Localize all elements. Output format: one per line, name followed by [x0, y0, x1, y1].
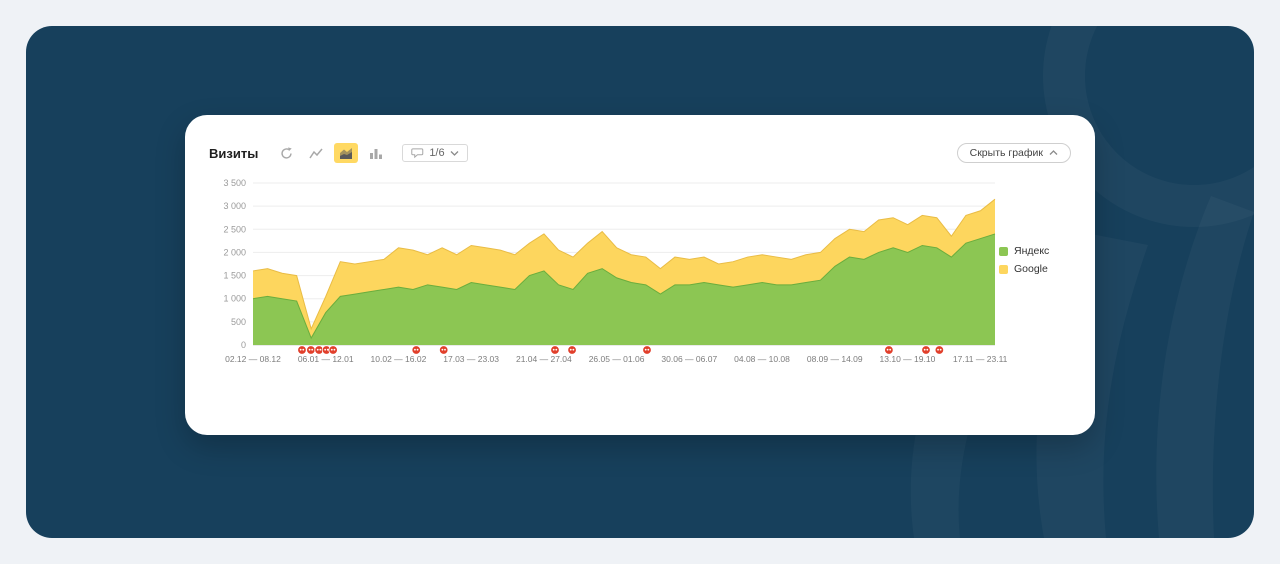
y-tick-label: 2 000: [223, 247, 246, 257]
column-chart-type-button[interactable]: [364, 143, 388, 163]
chart-legend: Яндекс Google: [999, 173, 1071, 381]
comments-count: 1/6: [429, 147, 445, 159]
comment-marker[interactable]: [884, 345, 894, 355]
column-chart-icon: [370, 148, 383, 159]
x-tick-label: 06.01 — 12.01: [298, 354, 354, 364]
y-tick-label: 3 000: [223, 201, 246, 211]
comment-marker[interactable]: [934, 345, 945, 355]
x-tick-label: 26.05 — 01.06: [589, 354, 645, 364]
presentation-panel: Визиты: [26, 26, 1254, 538]
x-tick-label: 04.08 — 10.08: [734, 354, 790, 364]
x-tick-label: 30.06 — 06.07: [661, 354, 717, 364]
x-tick-label: 21.04 — 27.04: [516, 354, 572, 364]
google-series-line: [252, 198, 996, 331]
x-tick-label: 08.09 — 14.09: [807, 354, 863, 364]
comment-marker[interactable]: [306, 345, 316, 355]
comment-marker[interactable]: [328, 345, 338, 355]
refresh-icon: [281, 146, 292, 159]
y-tick-label: 500: [231, 317, 246, 327]
hide-chart-button[interactable]: Скрыть график: [956, 143, 1071, 163]
line-chart-type-button[interactable]: [304, 143, 328, 163]
legend-swatch: [999, 246, 1008, 256]
widget-title: Визиты: [209, 145, 259, 161]
comment-marker[interactable]: [411, 345, 421, 355]
comment-marker[interactable]: [642, 345, 652, 355]
comment-marker[interactable]: [297, 345, 307, 355]
y-tick-label: 3 500: [223, 178, 246, 188]
comment-marker[interactable]: [438, 345, 449, 355]
visits-widget-card: Визиты: [185, 115, 1095, 435]
yandex-area-series: [253, 233, 995, 345]
y-tick-label: 1 500: [223, 271, 246, 281]
legend-label: Яндекс: [1014, 245, 1050, 257]
y-tick-label: 0: [241, 340, 246, 350]
legend-swatch: [999, 264, 1008, 274]
visits-chart: 0 500 1 000 1 500 2 000 2 500 3 000 3 500 02.12 …: [223, 178, 1007, 364]
chevron-down-icon: [450, 151, 459, 156]
x-tick-label: 13.10 — 19.10: [880, 354, 936, 364]
x-tick-label: 17.03 — 23.03: [443, 354, 499, 364]
legend-label: Google: [1014, 263, 1048, 275]
comment-marker[interactable]: [921, 345, 931, 355]
legend-item-yandex[interactable]: Яндекс: [999, 245, 1071, 257]
comment-marker[interactable]: [550, 345, 560, 355]
refresh-button[interactable]: [274, 143, 298, 163]
comment-bubble-icon: [411, 148, 424, 159]
stacked-area-chart-type-button[interactable]: [334, 143, 359, 163]
chart-area: 0 500 1 000 1 500 2 000 2 500 3 000 3 500 02.12 …: [209, 173, 1071, 381]
comments-dropdown[interactable]: 1/6: [402, 144, 468, 162]
comment-marker[interactable]: [567, 345, 577, 355]
comment-marker[interactable]: [321, 345, 332, 355]
line-chart-icon: [309, 148, 323, 158]
x-tick-label: 10.02 — 16.02: [371, 354, 427, 364]
x-tick-label: 17.11 — 23.11: [953, 354, 1008, 364]
hide-chart-label: Скрыть график: [969, 147, 1043, 159]
stacked-area-chart-icon: [340, 147, 353, 159]
y-tick-label: 2 500: [223, 224, 246, 234]
legend-item-google[interactable]: Google: [999, 263, 1071, 275]
chevron-up-icon: [1049, 150, 1058, 155]
x-tick-label: 02.12 — 08.12: [225, 354, 281, 364]
y-tick-label: 1 000: [223, 294, 246, 304]
widget-header: Визиты: [209, 143, 1071, 163]
yandex-series-line: [252, 233, 996, 340]
